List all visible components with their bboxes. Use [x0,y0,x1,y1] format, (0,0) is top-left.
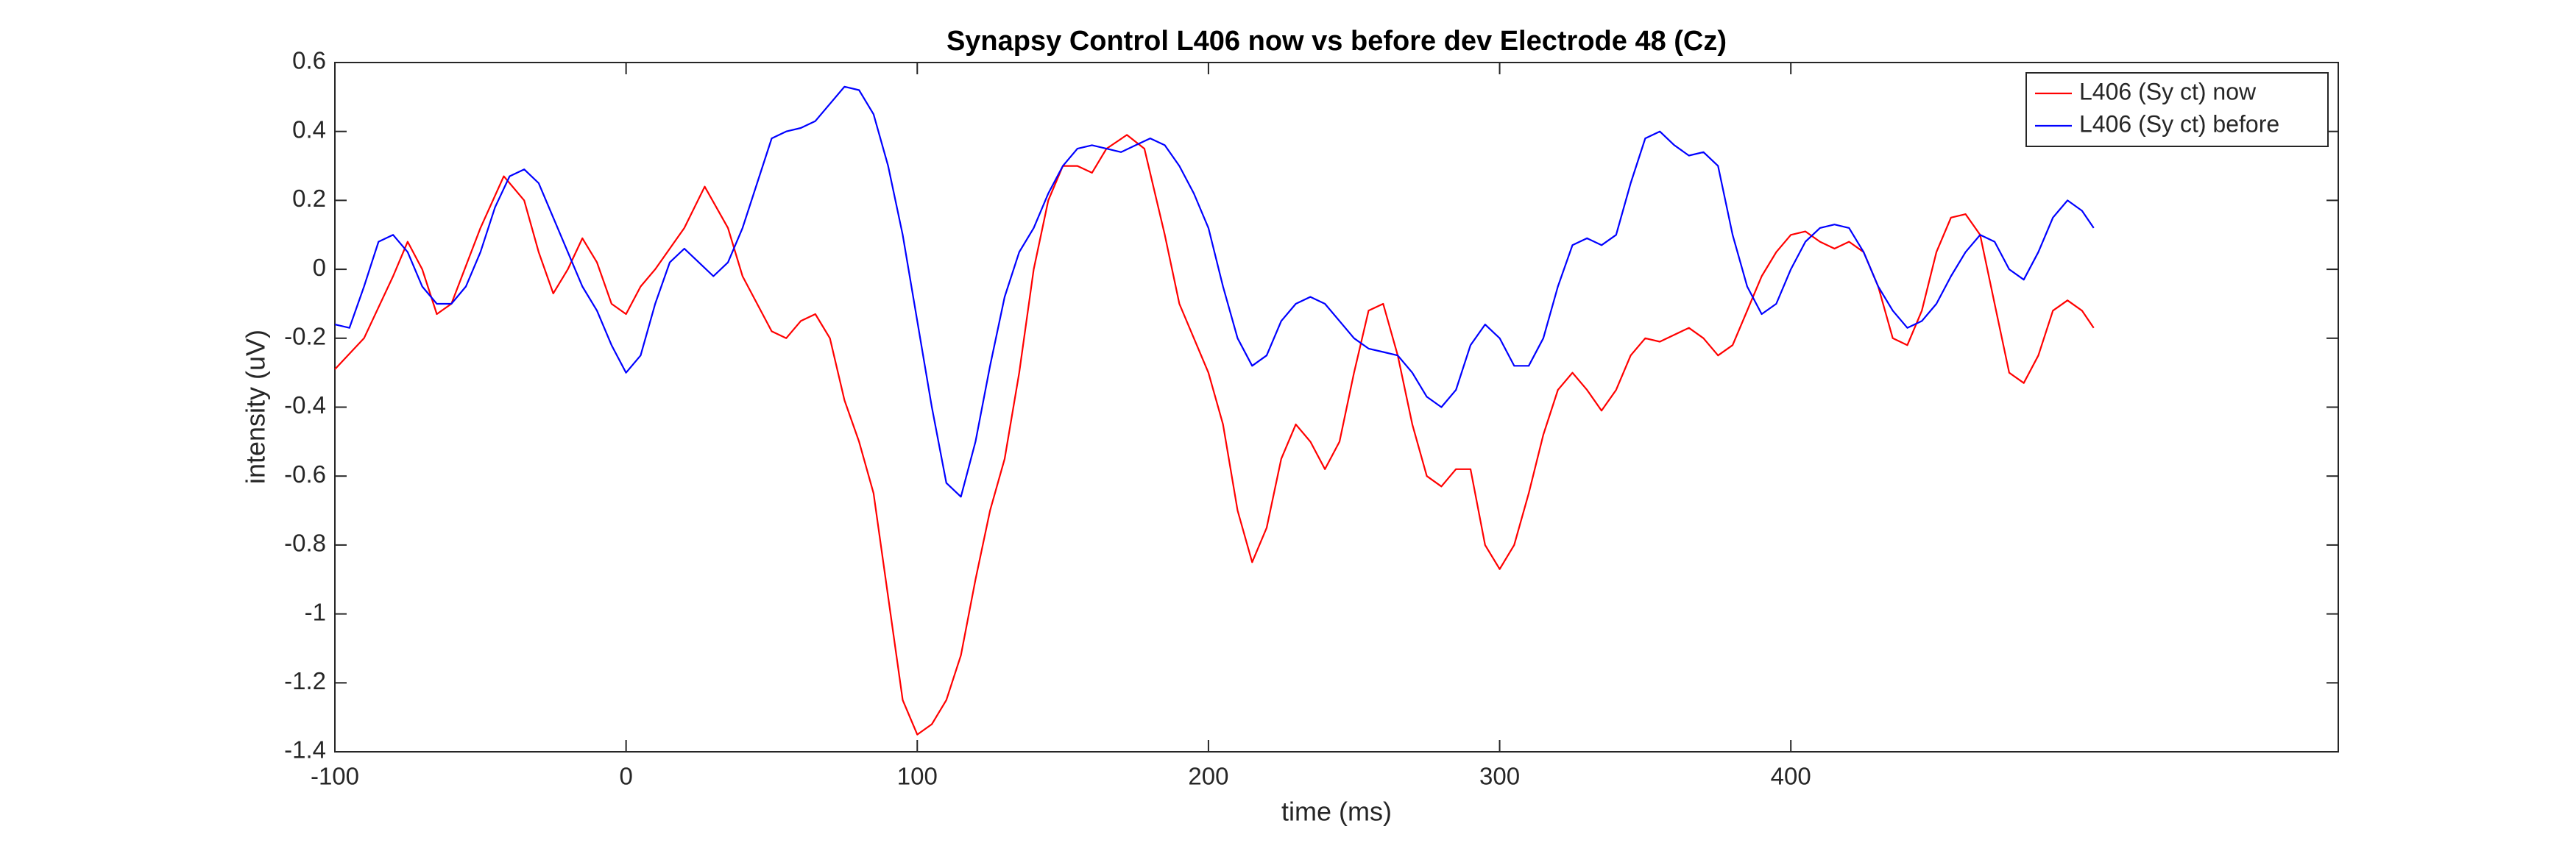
y-tick-label: 0 [313,254,326,281]
legend-label: L406 (Sy ct) now [2079,78,2257,104]
y-tick-label: 0.6 [292,47,326,74]
y-tick-label: -1.4 [284,736,326,764]
y-tick-label: 0.2 [292,185,326,212]
series-line [334,134,2095,736]
x-tick-label: -100 [311,763,359,790]
plot-frame [334,62,2339,753]
x-tick-label: 400 [1771,763,1811,790]
x-tick-label: 300 [1479,763,1520,790]
y-tick-label: -0.6 [284,460,326,488]
x-axis-label: time (ms) [1281,797,1392,827]
y-tick-label: -0.8 [284,530,326,557]
series-line [334,85,2095,498]
y-tick-label: -1.2 [284,667,326,694]
x-tick-label: 100 [897,763,938,790]
legend-box [2025,72,2329,147]
x-tick-label: 200 [1188,763,1228,790]
y-tick-label: -1 [305,598,326,625]
legend-label: L406 (Sy ct) before [2079,110,2279,137]
y-tick-label: -0.4 [284,391,326,419]
chart-title: Synapsy Control L406 now vs before dev E… [946,26,1727,57]
y-tick-label: -0.2 [284,323,326,350]
y-axis-label: intensity (uV) [241,330,271,484]
y-tick-label: 0.4 [292,115,326,143]
x-tick-label: 0 [619,763,632,790]
